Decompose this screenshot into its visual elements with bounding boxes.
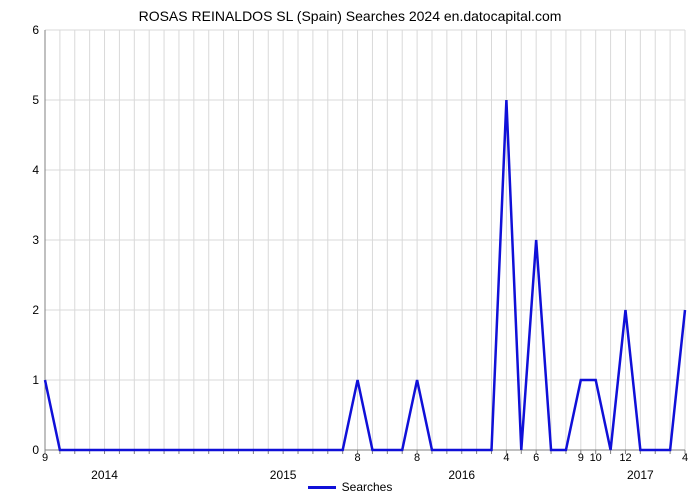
x-point-label: 6 bbox=[533, 452, 539, 464]
x-point-label: 4 bbox=[503, 452, 509, 464]
legend-label: Searches bbox=[342, 480, 393, 494]
y-tick-label: 1 bbox=[32, 373, 39, 387]
chart-title: ROSAS REINALDOS SL (Spain) Searches 2024… bbox=[0, 8, 700, 24]
chart-svg bbox=[45, 30, 685, 450]
y-tick-label: 5 bbox=[32, 93, 39, 107]
line-series-searches bbox=[45, 100, 685, 450]
y-tick-label: 3 bbox=[32, 233, 39, 247]
legend-swatch bbox=[308, 486, 336, 489]
y-tick-label: 6 bbox=[32, 23, 39, 37]
x-point-label: 10 bbox=[590, 452, 602, 464]
plot-area: 0123456988469101242014201520162017 bbox=[45, 30, 685, 450]
x-point-label: 8 bbox=[414, 452, 420, 464]
y-tick-label: 0 bbox=[32, 443, 39, 457]
x-point-label: 9 bbox=[578, 452, 584, 464]
x-point-label: 8 bbox=[354, 452, 360, 464]
x-point-label: 12 bbox=[619, 452, 631, 464]
y-tick-label: 4 bbox=[32, 163, 39, 177]
x-point-label: 9 bbox=[42, 452, 48, 464]
x-point-label: 4 bbox=[682, 452, 688, 464]
y-tick-label: 2 bbox=[32, 303, 39, 317]
legend: Searches bbox=[0, 480, 700, 494]
